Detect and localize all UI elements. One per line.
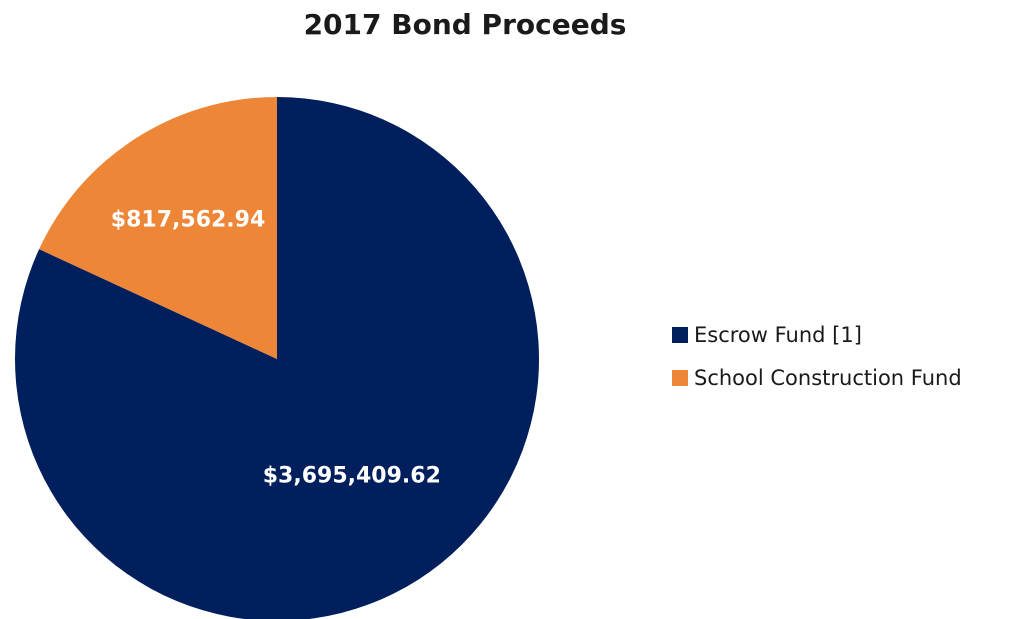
pie-slice-escrow-fund (15, 97, 539, 619)
legend-label: Escrow Fund [1] (694, 323, 862, 347)
data-label-escrow-fund: $3,695,409.62 (263, 463, 441, 488)
legend-swatch (672, 327, 688, 343)
legend: Escrow Fund [1] School Construction Fund (672, 318, 962, 404)
data-label-school-construction-fund: $817,562.94 (111, 207, 265, 232)
legend-swatch (672, 370, 688, 386)
pie-data-labels: $3,695,409.62 $817,562.94 (111, 207, 441, 488)
chart-title: 2017 Bond Proceeds (303, 8, 627, 41)
pie-slice-school-construction-fund (39, 97, 277, 359)
pie-slices (15, 97, 539, 619)
legend-item-school-construction-fund: School Construction Fund (672, 361, 962, 395)
legend-label: School Construction Fund (694, 366, 962, 390)
legend-item-escrow-fund: Escrow Fund [1] (672, 318, 962, 352)
